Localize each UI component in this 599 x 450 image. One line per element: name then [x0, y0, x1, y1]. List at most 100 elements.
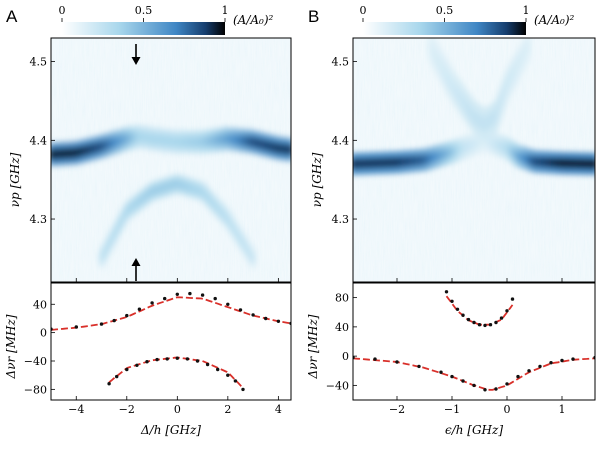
heatmap-core-lower_arc — [152, 186, 157, 195]
y-tick-label-top: 4.4 — [332, 134, 350, 147]
data-point — [125, 313, 129, 318]
heatmap-core-main_band — [145, 133, 152, 144]
heatmap-core-main_band — [152, 134, 159, 145]
heatmap-core-main_band — [539, 157, 546, 167]
heatmap-core-main_band — [444, 148, 451, 159]
heatmap-core-main_band — [211, 135, 218, 146]
data-point — [527, 369, 531, 373]
heatmap-core-main_band — [553, 157, 560, 168]
heatmap-core-main_band — [194, 136, 200, 147]
data-point — [251, 313, 255, 317]
heatmap-core-main_band — [476, 137, 482, 148]
heatmap-core-lower_arc — [191, 184, 196, 193]
heatmap-core-lower_arc — [180, 181, 185, 190]
heatmap-core-main_band — [430, 152, 437, 163]
heatmap-core-main_band — [253, 137, 259, 148]
heatmap-core-lower_arc — [143, 192, 148, 201]
axes: −4 −2 0 2 4 4.3 4.4 4.5 −80 −40 0 40 Δ/h [GHz] νp [GH… — [4, 56, 566, 437]
data-point — [200, 293, 205, 297]
heatmap-core-main_band — [360, 158, 367, 169]
data-point — [107, 382, 111, 386]
heatmap-core-lower_arc — [160, 184, 166, 193]
heatmap-core-main_band — [90, 143, 96, 154]
heatmap-core-lower_arc — [130, 202, 135, 211]
heatmap-core-lower_arc — [136, 197, 141, 206]
colorbar-a-label: (A/A₀)² — [233, 13, 274, 27]
heatmap-core-main_band — [159, 135, 166, 145]
heatmap-core-lower_arc — [237, 233, 243, 242]
data-point — [137, 307, 142, 311]
heatmap-core-main_band — [267, 141, 273, 152]
heatmap-core-main_band — [215, 135, 221, 145]
heatmap-core-main_band — [494, 139, 500, 150]
heatmap-core-main_band — [423, 154, 430, 165]
data-point — [417, 364, 421, 369]
scatter-b-frame — [352, 282, 596, 401]
heatmap-core-lower_arc — [149, 187, 155, 196]
colorbar-b: 0 0.5 1 (A/A₀)² — [360, 4, 575, 35]
colorbar-b-tick-2: 1 — [523, 4, 530, 17]
heatmap-core-main_band — [201, 136, 207, 147]
heatmap-core-lower_arc — [141, 194, 146, 203]
data-point — [175, 356, 179, 360]
heatmap-core-lower_arc — [132, 201, 137, 210]
heatmap-core-main_band — [567, 158, 574, 169]
heatmap-core-main_band — [277, 143, 284, 154]
data-point — [494, 387, 498, 391]
heatmap-core-main_band — [385, 157, 391, 168]
data-point — [135, 363, 139, 367]
x-tick-label: 1 — [559, 403, 566, 416]
heatmap-core-lower_arc — [101, 250, 106, 259]
heatmap-core-main_band — [142, 132, 148, 143]
heatmap-core-main_band — [128, 133, 134, 143]
heatmap-core-main_band — [353, 158, 360, 169]
heatmap-core-lower_arc — [163, 183, 168, 192]
fit-line-0 — [51, 296, 291, 331]
heatmap-core-lower_arc — [119, 217, 124, 226]
heatmap-core-main_band — [564, 158, 570, 169]
y-tick-label-bottom: 40 — [33, 298, 47, 311]
heatmap-core-lower_arc — [128, 204, 133, 213]
fit-line-1 — [108, 356, 244, 389]
heatmap-core-main_band — [135, 131, 141, 142]
heatmap-core-lower_arc — [215, 204, 221, 213]
heatmap-core-lower_arc — [185, 182, 190, 191]
data-point — [112, 318, 116, 323]
heatmap-core-main_band — [131, 132, 138, 143]
heatmap-core-main_band — [501, 142, 507, 153]
heatmap-core-main_band — [592, 158, 595, 169]
heatmap-core-main_band — [497, 140, 504, 151]
heatmap-core-lower_arc — [147, 189, 152, 198]
heatmap-core-main_band — [166, 135, 172, 146]
heatmap-core-main_band — [96, 142, 103, 153]
heatmap-core-lower_arc — [103, 246, 109, 255]
heatmap-core-main_band — [138, 131, 145, 142]
heatmap-core-main_band — [469, 139, 475, 150]
data-point — [455, 307, 460, 311]
x-tick-label: −4 — [68, 403, 84, 416]
y-axis-label-bottom: Δνr [MHz] — [4, 314, 18, 379]
heatmap-core-main_band — [420, 155, 426, 166]
heatmap-core-main_band — [581, 158, 588, 169]
heatmap-core-main_band — [550, 157, 556, 168]
x-tick-label: −1 — [444, 403, 460, 416]
heatmap-core-main_band — [458, 143, 465, 154]
heatmap-core-main_band — [93, 142, 99, 153]
heatmap-core-lower_arc — [138, 195, 144, 205]
heatmap-core-main_band — [448, 147, 454, 158]
heatmap-core-main_band — [483, 135, 490, 146]
heatmap-b — [353, 38, 595, 282]
data-point — [373, 357, 377, 361]
heatmap-core-main_band — [263, 140, 270, 151]
heatmap-core-lower_arc — [202, 189, 207, 198]
scatter-a-frame — [50, 282, 292, 401]
heatmap-core-lower_arc — [176, 179, 181, 189]
heatmap-core-main_band — [86, 144, 92, 155]
heatmap-core-lower_arc — [244, 244, 249, 253]
heatmap-core-lower_arc — [156, 185, 161, 194]
heatmap-core-main_band — [434, 151, 440, 162]
data-point — [238, 308, 243, 312]
heatmap-core-lower_arc — [204, 192, 210, 201]
y-tick-label-bottom: 0 — [342, 350, 349, 363]
data-point — [233, 379, 238, 383]
